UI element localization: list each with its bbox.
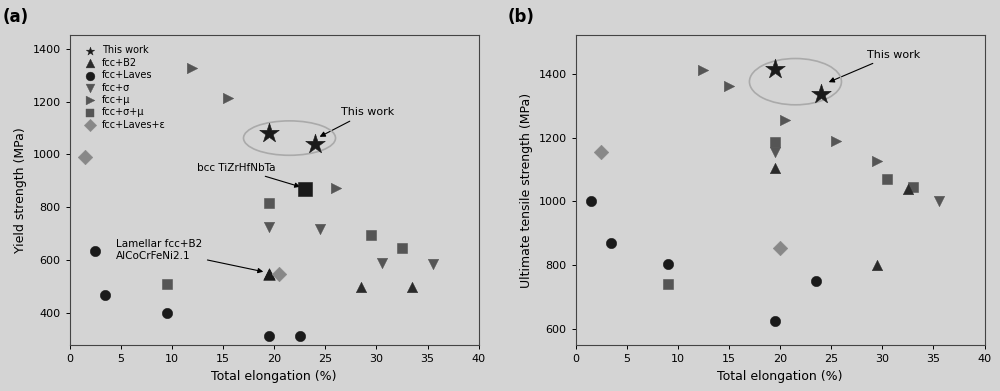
Legend: This work, fcc+B2, fcc+Laves, fcc+σ, fcc+μ, fcc+σ+μ, fcc+Laves+ε: This work, fcc+B2, fcc+Laves, fcc+σ, fcc… (79, 43, 168, 132)
Point (772, 244, 788, 251)
Point (77, 154, 93, 160)
Text: bcc TiZrHfNbTa: bcc TiZrHfNbTa (197, 163, 299, 187)
Point (87, 248, 103, 254)
Point (404, 284, 420, 290)
Point (767, 139, 783, 145)
X-axis label: Total elongation (%): Total elongation (%) (717, 369, 843, 383)
Point (813, 91, 829, 98)
Point (159, 310, 175, 316)
Point (363, 232, 379, 239)
Point (297, 186, 313, 192)
Point (900, 185, 916, 192)
Point (220, 95, 236, 101)
Text: This work: This work (321, 107, 394, 136)
Point (869, 262, 885, 268)
Point (695, 67, 711, 74)
Point (328, 185, 344, 191)
Point (767, 66, 783, 72)
Point (261, 333, 277, 339)
Point (374, 260, 390, 266)
Point (721, 83, 737, 90)
X-axis label: Total elongation (%): Total elongation (%) (211, 369, 337, 383)
Point (931, 198, 947, 204)
Point (261, 200, 277, 206)
Point (159, 281, 175, 287)
Point (353, 284, 369, 290)
Point (261, 271, 277, 277)
Point (767, 165, 783, 171)
Point (261, 224, 277, 230)
Point (97, 292, 113, 298)
Point (312, 226, 328, 232)
Point (307, 141, 323, 147)
Point (261, 271, 277, 277)
Text: (a): (a) (3, 8, 29, 26)
Text: This work: This work (830, 50, 920, 82)
Point (603, 240, 619, 246)
Point (583, 198, 599, 204)
Point (184, 65, 200, 72)
Text: (b): (b) (508, 8, 535, 26)
Point (869, 158, 885, 165)
Y-axis label: Yield strength (MPa): Yield strength (MPa) (14, 127, 27, 253)
Point (828, 138, 844, 144)
Point (292, 333, 308, 339)
Point (660, 260, 676, 267)
Point (425, 261, 441, 267)
Point (660, 281, 676, 287)
Point (879, 176, 895, 182)
Y-axis label: Ultimate tensile strength (MPa): Ultimate tensile strength (MPa) (520, 93, 533, 288)
Point (394, 245, 410, 251)
Text: Lamellar fcc+B2
AlCoCrFeNi2.1: Lamellar fcc+B2 AlCoCrFeNi2.1 (116, 239, 262, 273)
Point (261, 130, 277, 136)
Point (271, 271, 287, 277)
Point (593, 149, 609, 155)
Point (905, 184, 921, 190)
Point (767, 318, 783, 324)
Point (808, 278, 824, 284)
Point (777, 117, 793, 123)
Point (767, 149, 783, 155)
